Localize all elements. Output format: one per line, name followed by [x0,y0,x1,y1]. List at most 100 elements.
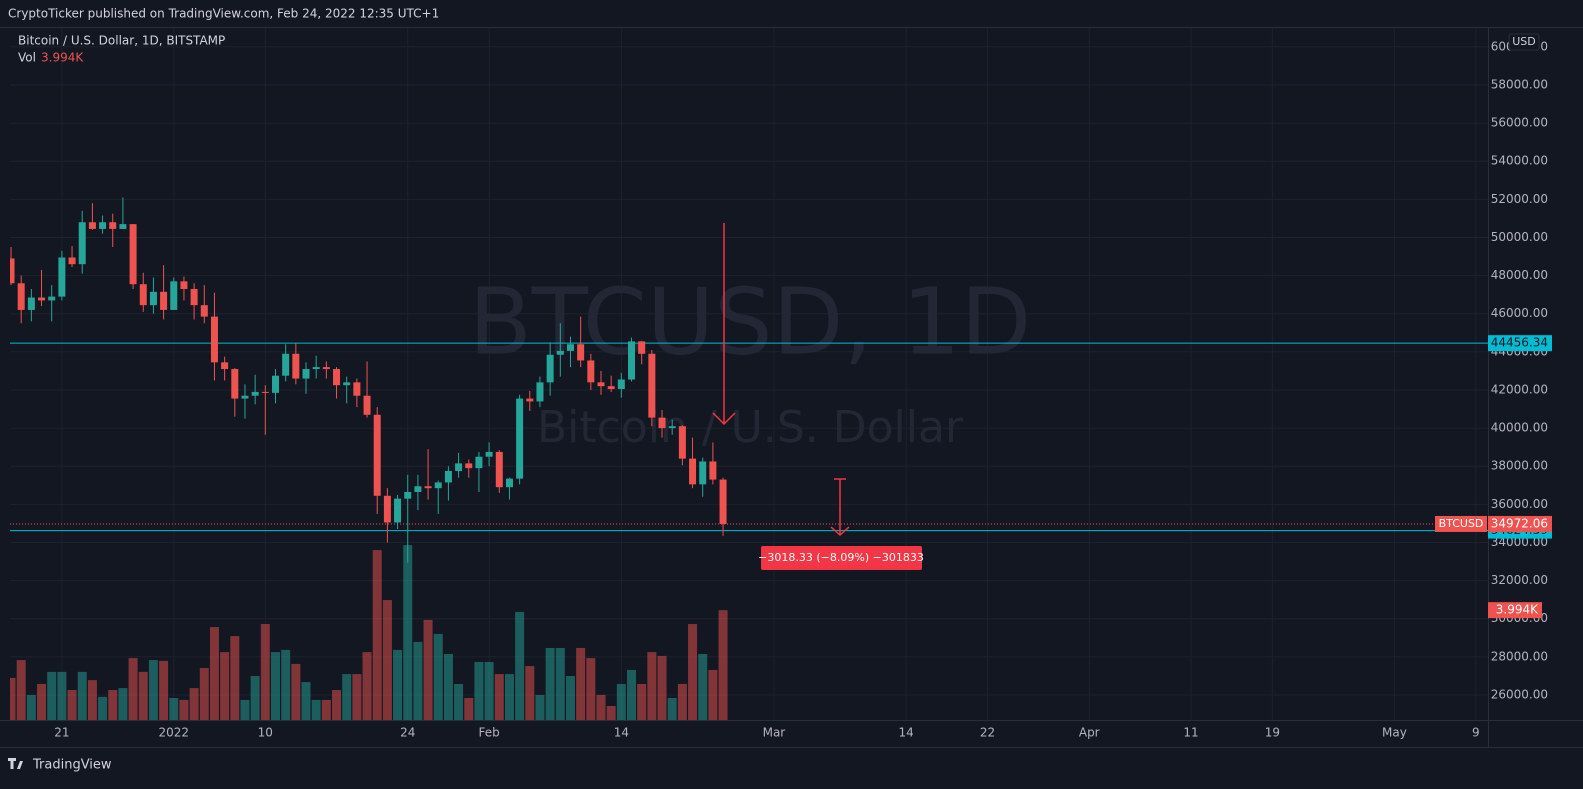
volume-bar [291,663,301,720]
hline-label: 44456.34 [1491,336,1548,350]
volume-bar [565,676,575,720]
legend-title: Bitcoin / U.S. Dollar, 1D, BITSTAMP [18,34,225,48]
volume-bar [627,669,637,720]
watermark-subtitle: Bitcoin / U.S. Dollar [537,402,964,453]
candle-body [68,257,76,265]
measure-box [761,546,922,570]
y-tick-label: 54000.00 [1491,154,1548,168]
candle-body [170,281,178,310]
volume-bar [576,647,586,720]
candle-body [434,482,442,489]
volume-bar [718,610,728,720]
legend-volume: Vol [18,51,36,65]
candle-body [343,382,351,386]
candle-body [414,486,422,492]
brand: TradingView [8,758,112,773]
candle-body [566,344,574,351]
volume-bar [403,545,413,720]
volume-bar [637,683,647,720]
candle-body [353,382,361,396]
candle-body [638,341,646,354]
volume-bar [382,600,392,720]
candle-body [129,224,137,285]
candle-body [210,316,218,363]
x-tick-label: 19 [1265,726,1280,740]
volume-bar [270,652,280,720]
candle-body [526,398,534,402]
volume-bar [87,680,97,720]
volume-bar [708,669,718,720]
last-price-box [1488,515,1552,532]
candle-body [475,456,483,469]
volume-bar [138,671,148,720]
y-tick-label: 36000.00 [1491,497,1548,511]
volume-bar [169,698,179,720]
candle-body [231,369,239,399]
x-tick-label: 9 [1472,726,1480,740]
volume-bar [321,699,331,720]
volume-label-box [1488,602,1542,619]
candle-body [38,297,46,301]
candle-body [444,471,452,483]
volume-bar [128,658,138,720]
arrow-head [712,412,736,426]
candle-body [383,495,391,523]
logo [8,758,23,769]
volume-bar [698,654,708,720]
measure-text: −3018.33 (−8.09%) −301833 [758,551,924,564]
volume-bar [179,699,189,720]
volume-bar [342,674,352,720]
volume-bar [657,655,667,720]
volume-bar [332,690,342,720]
candle-body [78,222,86,265]
volume-bar [311,699,321,720]
candle-body [668,426,676,429]
volume-bar [240,699,250,720]
candle-body [394,498,402,523]
volume-bar [98,696,108,720]
candle-body [282,353,290,376]
volume-bar [199,668,209,720]
volume-bar [57,671,67,720]
volume-bar [230,636,240,720]
volume-bar [616,683,626,720]
volume-bar [413,641,423,720]
volume-bar [372,550,382,720]
y-tick-label: 48000.00 [1491,268,1548,282]
volume-bar [667,698,677,720]
candle-body [261,391,269,393]
x-tick-label: Feb [478,726,499,740]
y-tick-label: 50000.00 [1491,230,1548,244]
candle-body [597,382,605,387]
volume-bar [37,683,47,720]
x-tick-label: 10 [258,726,273,740]
volume-bar [535,694,545,720]
candle-body [200,305,208,317]
volume-bar [454,683,464,720]
x-tick-label: 14 [899,726,914,740]
y-tick-label: 40000.00 [1491,421,1548,435]
volume-bar [433,633,443,720]
candle-body [516,398,524,479]
volume-bar [393,649,403,720]
volume-bar [77,671,87,720]
legend-volume-value: 3.994K [41,51,84,65]
header-title: CryptoTicker published on TradingView.co… [8,7,439,21]
volume-bar [220,652,230,720]
y-tick-label: 42000.00 [1491,382,1548,396]
candle-body [58,257,66,297]
y-tick-label: 38000.00 [1491,459,1548,473]
annotations: −3018.33 (−8.09%) −301833 [712,223,924,570]
candle-body [149,291,157,306]
candle-body [495,451,503,488]
candle-body [628,341,636,380]
last-price-name-box [1435,515,1487,532]
candle-body [505,478,513,488]
volume-bar [352,674,362,720]
candle-body [322,367,330,370]
measure-head [830,526,850,537]
candle-body [546,354,554,383]
hline-label-box [1488,335,1552,352]
x-tick-label: Apr [1079,726,1100,740]
candle-body [139,284,147,306]
